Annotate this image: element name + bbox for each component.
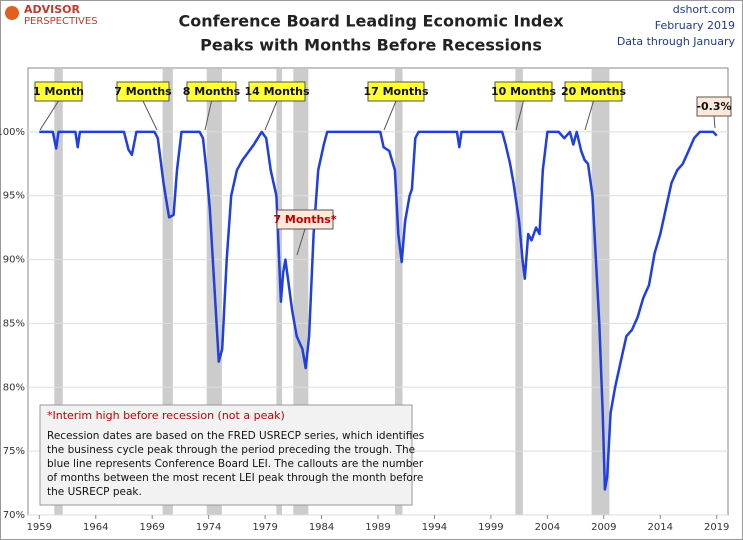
note: *Interim high before recession (not a pe… xyxy=(39,404,424,506)
logo: ADVISOR PERSPECTIVES xyxy=(5,3,98,27)
y-tick-label: 80% xyxy=(3,382,25,393)
note-line: blue line represents Conference Board LE… xyxy=(47,458,424,470)
y-tick-label: 100% xyxy=(0,127,25,138)
note-line: Recession dates are based on the FRED US… xyxy=(47,430,424,442)
note-line: of months between the most recent LEI pe… xyxy=(47,472,423,484)
recession-band xyxy=(54,69,63,515)
callout-box xyxy=(34,81,83,102)
callout-label: 7 Months* xyxy=(273,213,336,226)
callout-label: -0.3% xyxy=(696,100,731,113)
x-tick-label: 1994 xyxy=(422,522,447,533)
x-tick-label: 2009 xyxy=(591,522,616,533)
note-line: the business cycle peak through the peri… xyxy=(47,444,415,456)
callout: 7 Months* xyxy=(273,209,337,256)
callout: 1 Month xyxy=(33,81,84,131)
y-tick-label: 85% xyxy=(3,318,25,329)
callout-box xyxy=(116,81,170,102)
callout-box xyxy=(367,81,425,102)
logo-icon xyxy=(5,6,19,20)
callout-pointer xyxy=(383,100,397,131)
callout-box xyxy=(248,81,306,102)
x-tick-label: 1964 xyxy=(83,522,108,533)
x-tick-label: 2014 xyxy=(648,522,673,533)
callout-label: 20 Months xyxy=(561,85,627,98)
recession-band xyxy=(293,69,309,515)
callout: 20 Months xyxy=(561,81,627,131)
callout-label: 17 Months xyxy=(363,85,429,98)
note-title: *Interim high before recession (not a pe… xyxy=(47,409,285,422)
x-tick-label: 2019 xyxy=(704,522,729,533)
callout-pointer xyxy=(296,228,306,256)
callout: 7 Months xyxy=(114,81,172,131)
recession-band xyxy=(276,69,283,515)
callout: 8 Months xyxy=(183,81,241,131)
source: dshort.com xyxy=(673,3,735,16)
x-tick-label: 1969 xyxy=(139,522,164,533)
recession-band xyxy=(162,69,173,515)
brand: PERSPECTIVES xyxy=(24,16,98,27)
x-tick-label: 1979 xyxy=(252,522,277,533)
y-tick-label: 70% xyxy=(3,510,25,521)
x-tick-label: 1959 xyxy=(27,522,52,533)
callout-pointer xyxy=(204,100,212,131)
data-line xyxy=(39,130,718,491)
callout-box xyxy=(276,209,334,230)
chart-title: Conference Board Leading Economic Index xyxy=(178,12,564,31)
note-line: the USRECP peak. xyxy=(47,486,142,498)
callout-pointer xyxy=(39,100,59,131)
callout-pointer xyxy=(515,100,524,131)
x-tick-label: 2004 xyxy=(535,522,560,533)
y-tick-label: 75% xyxy=(3,446,25,457)
y-tick-label: 95% xyxy=(3,191,25,202)
callout-pointer xyxy=(713,115,716,129)
source: February 2019 xyxy=(655,19,735,32)
callout-box xyxy=(494,81,553,102)
x-tick-label: 1989 xyxy=(365,522,390,533)
callout-label: 8 Months xyxy=(183,85,241,98)
y-tick-label: 90% xyxy=(3,255,25,266)
callout-box xyxy=(564,81,623,102)
callout-box xyxy=(186,81,237,102)
callout-pointer xyxy=(584,100,594,131)
brand: ADVISOR xyxy=(24,3,81,16)
callout: 14 Months xyxy=(244,81,310,131)
callout-box xyxy=(696,96,732,117)
recession-band xyxy=(515,69,523,515)
plot: 70% 75% 80% 85% 90% 95% 100% 1959 1964 1969 1974 19… xyxy=(0,67,732,533)
callout-pointer xyxy=(142,100,158,131)
callout-label: 7 Months xyxy=(114,85,172,98)
callout: 10 Months xyxy=(491,81,557,131)
recession-band xyxy=(591,69,610,515)
callout: 17 Months xyxy=(363,81,429,131)
source: Data through January xyxy=(617,35,736,48)
x-tick-label: 1984 xyxy=(309,522,334,533)
callout-label: 14 Months xyxy=(244,85,310,98)
callout-label: 1 Month xyxy=(33,85,84,98)
x-tick-label: 1999 xyxy=(478,522,503,533)
chart-subtitle: Peaks with Months Before Recessions xyxy=(200,36,542,55)
callout-pointer xyxy=(264,100,278,131)
note-box xyxy=(39,404,413,506)
callout-label: 10 Months xyxy=(491,85,557,98)
x-tick-label: 1974 xyxy=(196,522,221,533)
recession-band xyxy=(394,69,403,515)
callout: -0.3% xyxy=(696,96,732,129)
